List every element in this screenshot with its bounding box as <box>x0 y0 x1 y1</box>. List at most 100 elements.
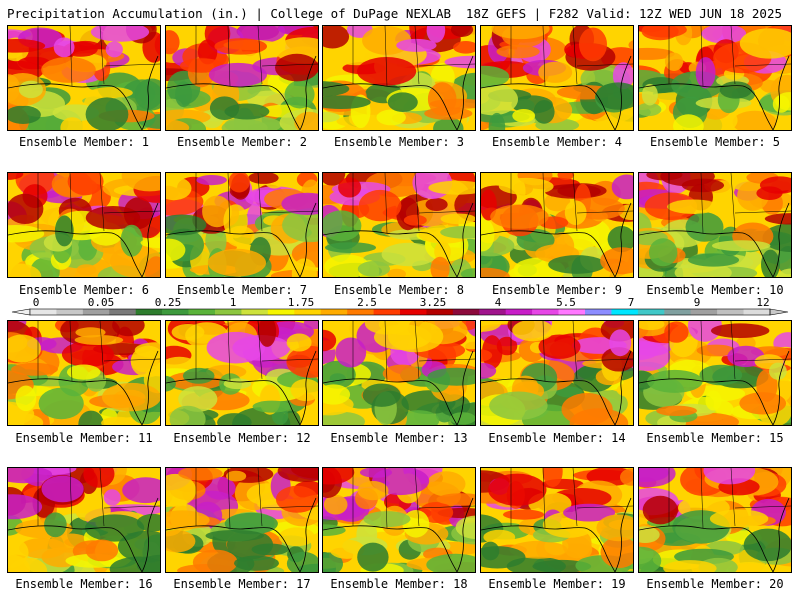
colorbar-tick-label: 2.5 <box>357 296 377 309</box>
precip-field-map <box>8 173 160 277</box>
colorbar-swatch <box>664 309 692 315</box>
colorbar-tick-label: 3.25 <box>420 296 447 309</box>
precip-field-map <box>8 26 160 130</box>
ensemble-member-map <box>165 25 319 131</box>
colorbar-swatch <box>320 309 348 315</box>
product-title: Precipitation Accumulation (in.) | Colle… <box>7 6 452 21</box>
ensemble-member-label: Ensemble Member: 9 <box>491 283 623 297</box>
ensemble-member-map <box>322 320 476 426</box>
colorbar-tick-label: 12 <box>756 296 769 309</box>
ensemble-member-label: Ensemble Member: 19 <box>488 577 626 591</box>
colorbar-swatch <box>267 309 295 315</box>
ensemble-member-label: Ensemble Member: 11 <box>15 431 153 445</box>
ensemble-member-map <box>638 320 792 426</box>
coastline <box>481 497 632 572</box>
colorbar-swatch <box>294 309 322 315</box>
precip-field-map <box>323 468 475 572</box>
coastline <box>8 350 159 425</box>
state-borders <box>510 26 633 87</box>
colorbar-swatch <box>400 309 427 315</box>
colorbar-swatch <box>611 309 639 315</box>
ensemble-member-map <box>7 172 161 278</box>
colorbar-swatch <box>162 309 189 315</box>
state-borders <box>352 468 475 529</box>
colorbar-tick-label: 7 <box>628 296 635 309</box>
precip-field-map <box>639 321 791 425</box>
state-borders <box>668 26 791 87</box>
precip-field-map <box>639 173 791 277</box>
ensemble-member-label: Ensemble Member: 12 <box>173 431 311 445</box>
ensemble-member-map <box>7 467 161 573</box>
colorbar-swatch <box>135 309 163 315</box>
state-borders <box>195 173 318 234</box>
ensemble-member-map <box>165 172 319 278</box>
coastline <box>323 350 474 425</box>
colorbar-swatch <box>347 309 374 315</box>
colorbar-tick-label: 4 <box>495 296 502 309</box>
ensemble-member-map <box>480 172 634 278</box>
colorbar-max-arrow <box>769 308 789 316</box>
ensemble-member-map <box>165 467 319 573</box>
state-borders <box>37 468 160 529</box>
colorbar-swatch <box>479 309 507 315</box>
colorbar-swatch <box>505 309 533 315</box>
colorbar-tick-label: 0.05 <box>88 296 115 309</box>
valid-time: 18Z GEFS | F282 Valid: 12Z WED JUN 18 20… <box>465 6 782 21</box>
colorbar-swatch <box>637 309 665 315</box>
ensemble-member-map <box>7 25 161 131</box>
precip-field-map <box>166 468 318 572</box>
colorbar-tick-label: 9 <box>694 296 701 309</box>
colorbar-swatch <box>690 309 718 315</box>
colorbar-tick-label: 5.5 <box>556 296 576 309</box>
ensemble-member-map <box>638 25 792 131</box>
precip-field-map <box>166 321 318 425</box>
colorbar-tick-label: 1 <box>230 296 237 309</box>
ensemble-member-label: Ensemble Member: 18 <box>330 577 468 591</box>
coastline <box>481 202 632 277</box>
precip-field-map <box>481 173 633 277</box>
colorbar-swatch <box>585 309 612 315</box>
ensemble-member-label: Ensemble Member: 15 <box>646 431 784 445</box>
colorbar-swatch <box>717 309 744 315</box>
colorbar-tick-label: 1.75 <box>288 296 315 309</box>
state-borders <box>352 321 475 382</box>
ensemble-member-label: Ensemble Member: 3 <box>333 135 465 149</box>
precip-field-map <box>166 173 318 277</box>
ensemble-member-map <box>480 320 634 426</box>
colorbar-swatch <box>215 309 242 315</box>
coastline <box>323 497 474 572</box>
precip-field-map <box>481 321 633 425</box>
ensemble-member-map <box>638 172 792 278</box>
coastline <box>639 55 790 130</box>
precip-field-map <box>8 468 160 572</box>
ensemble-member-map <box>7 320 161 426</box>
ensemble-member-label: Ensemble Member: 14 <box>488 431 626 445</box>
ensemble-member-label: Ensemble Member: 2 <box>176 135 308 149</box>
colorbar-tick-label: 0 <box>33 296 40 309</box>
colorbar-swatch <box>743 309 771 315</box>
ensemble-member-map <box>322 172 476 278</box>
state-borders <box>668 468 791 529</box>
precip-field-map <box>323 173 475 277</box>
state-borders <box>352 26 475 87</box>
coastline <box>323 202 474 277</box>
precip-field-map <box>639 26 791 130</box>
coastline <box>639 350 790 425</box>
ensemble-member-label: Ensemble Member: 8 <box>333 283 465 297</box>
colorbar-swatch <box>373 309 401 315</box>
ensemble-member-map <box>165 320 319 426</box>
ensemble-member-label: Ensemble Member: 20 <box>646 577 784 591</box>
ensemble-member-label: Ensemble Member: 7 <box>176 283 308 297</box>
coastline <box>166 497 317 572</box>
coastline <box>8 202 159 277</box>
ensemble-member-map <box>322 25 476 131</box>
state-borders <box>37 173 160 234</box>
precip-field-map <box>166 26 318 130</box>
colorbar-tick-label: 0.25 <box>155 296 182 309</box>
precip-field-map <box>8 321 160 425</box>
precip-field-map <box>323 321 475 425</box>
coastline <box>323 55 474 130</box>
coastline <box>166 202 317 277</box>
colorbar-swatch <box>30 309 57 315</box>
ensemble-member-label: Ensemble Member: 17 <box>173 577 311 591</box>
